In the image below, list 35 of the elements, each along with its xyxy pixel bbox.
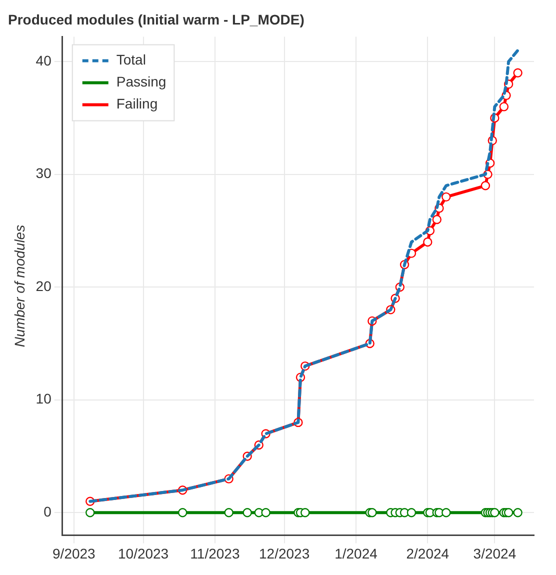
point [368,508,377,518]
point [224,508,234,518]
legend-label: Total [116,52,146,68]
point [242,508,252,518]
y-tick-label: 10 [36,390,52,407]
y-tick-label: 20 [36,278,52,294]
legend-label: Failing [116,96,158,112]
point [406,508,416,518]
x-tick-label: 11/2023 [190,545,240,562]
point [442,508,451,518]
point [499,102,509,112]
x-tick-label: 2/2024 [406,545,450,562]
x-tick-label: 1/2024 [334,545,378,562]
x-tick-label: 3/2024 [473,545,516,562]
legend-label: Passing [116,74,166,90]
point [300,508,310,518]
y-tick-label: 0 [44,504,52,520]
point [513,68,522,78]
y-tick-label: 40 [36,52,52,68]
chart-title: Produced modules (Initial warm - LP_MODE) [8,11,304,28]
x-tick-label: 9/2023 [52,545,96,562]
point [513,508,522,518]
point [178,508,188,518]
point [261,508,270,518]
point [442,192,451,202]
point [423,237,432,247]
point [490,508,500,518]
x-tick-label: 12/2023 [259,545,310,562]
y-axis-title: Number of modules [11,224,28,348]
x-tick-label: 10/2023 [118,545,169,562]
point [504,508,514,518]
point [480,181,490,190]
y-tick-label: 30 [36,165,52,182]
point [432,214,442,224]
point [86,508,95,518]
